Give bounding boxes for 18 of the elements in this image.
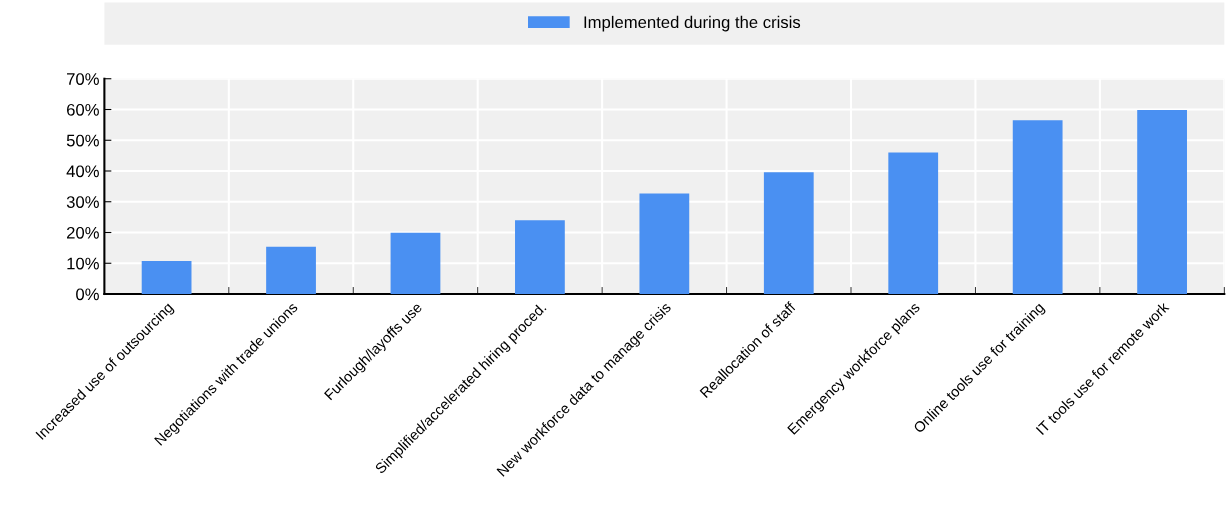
y-tick-label: 70% (67, 73, 99, 85)
bar (141, 261, 192, 294)
y-tick-label: 50% (66, 134, 99, 147)
y-tick-label: 40% (66, 165, 99, 178)
bar (888, 152, 939, 294)
y-tick-label: 30% (66, 196, 99, 208)
bar (390, 232, 441, 294)
y-tick-label: 10% (67, 257, 99, 270)
bar (639, 193, 690, 294)
y-tick-label: 0% (76, 288, 99, 301)
bar (266, 246, 316, 294)
bar (1012, 120, 1063, 294)
y-tick-label: 20% (67, 226, 99, 239)
bar (1137, 110, 1187, 294)
bar (515, 220, 565, 294)
bar (763, 172, 814, 294)
y-tick-label: 60% (67, 103, 99, 116)
legend-label: Implemented during the crisis (584, 15, 801, 32)
